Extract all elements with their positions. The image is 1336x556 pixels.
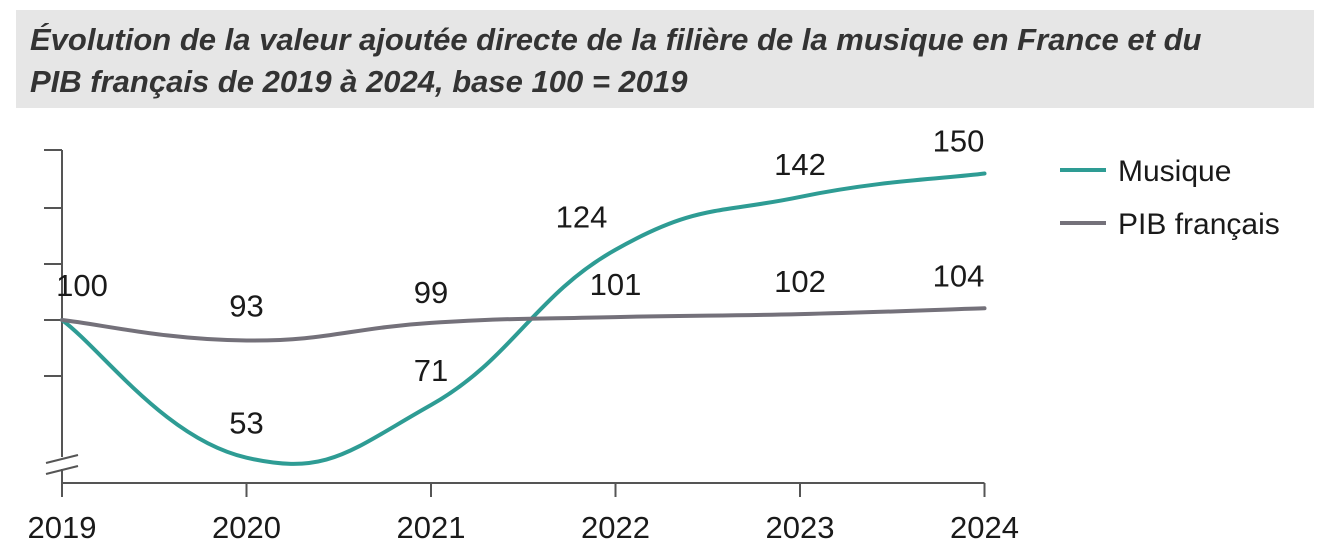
data-label: 124 bbox=[556, 200, 608, 235]
data-labels: 53 71 124 142 150 100 93 99 101 102 104 bbox=[56, 124, 984, 441]
data-label: 99 bbox=[414, 275, 448, 310]
data-label: 53 bbox=[229, 406, 263, 441]
data-label: 150 bbox=[933, 124, 985, 159]
axis-break-mark bbox=[45, 465, 79, 475]
series-line-pib bbox=[60, 306, 987, 343]
x-tick-label: 2022 bbox=[581, 510, 650, 545]
x-tick-label: 2024 bbox=[950, 510, 1019, 545]
x-tick-label: 2021 bbox=[397, 510, 466, 545]
series-layer bbox=[60, 171, 987, 466]
legend: Musique PIB français bbox=[1060, 155, 1280, 241]
axes: 2019 2020 2021 2022 2023 2024 bbox=[28, 149, 1019, 545]
chart-title-line-2: PIB français de 2019 à 2024, base 100 = … bbox=[30, 64, 688, 99]
legend-label: PIB français bbox=[1118, 208, 1280, 241]
legend-label: Musique bbox=[1118, 155, 1231, 188]
data-label: 100 bbox=[56, 268, 108, 303]
chart-title-line-1: Évolution de la valeur ajoutée directe d… bbox=[30, 22, 1202, 57]
chart-title-box: Évolution de la valeur ajoutée directe d… bbox=[16, 10, 1314, 108]
data-label: 93 bbox=[229, 289, 263, 324]
axis-break-mark bbox=[45, 454, 79, 464]
data-label: 101 bbox=[590, 267, 642, 302]
series-line-musique bbox=[60, 171, 987, 466]
data-label: 71 bbox=[414, 353, 448, 388]
x-tick-label: 2019 bbox=[28, 510, 97, 545]
x-tick-label: 2023 bbox=[766, 510, 835, 545]
data-label: 142 bbox=[774, 147, 826, 182]
data-label: 102 bbox=[774, 264, 826, 299]
data-label: 104 bbox=[933, 258, 985, 293]
x-tick-label: 2020 bbox=[212, 510, 281, 545]
